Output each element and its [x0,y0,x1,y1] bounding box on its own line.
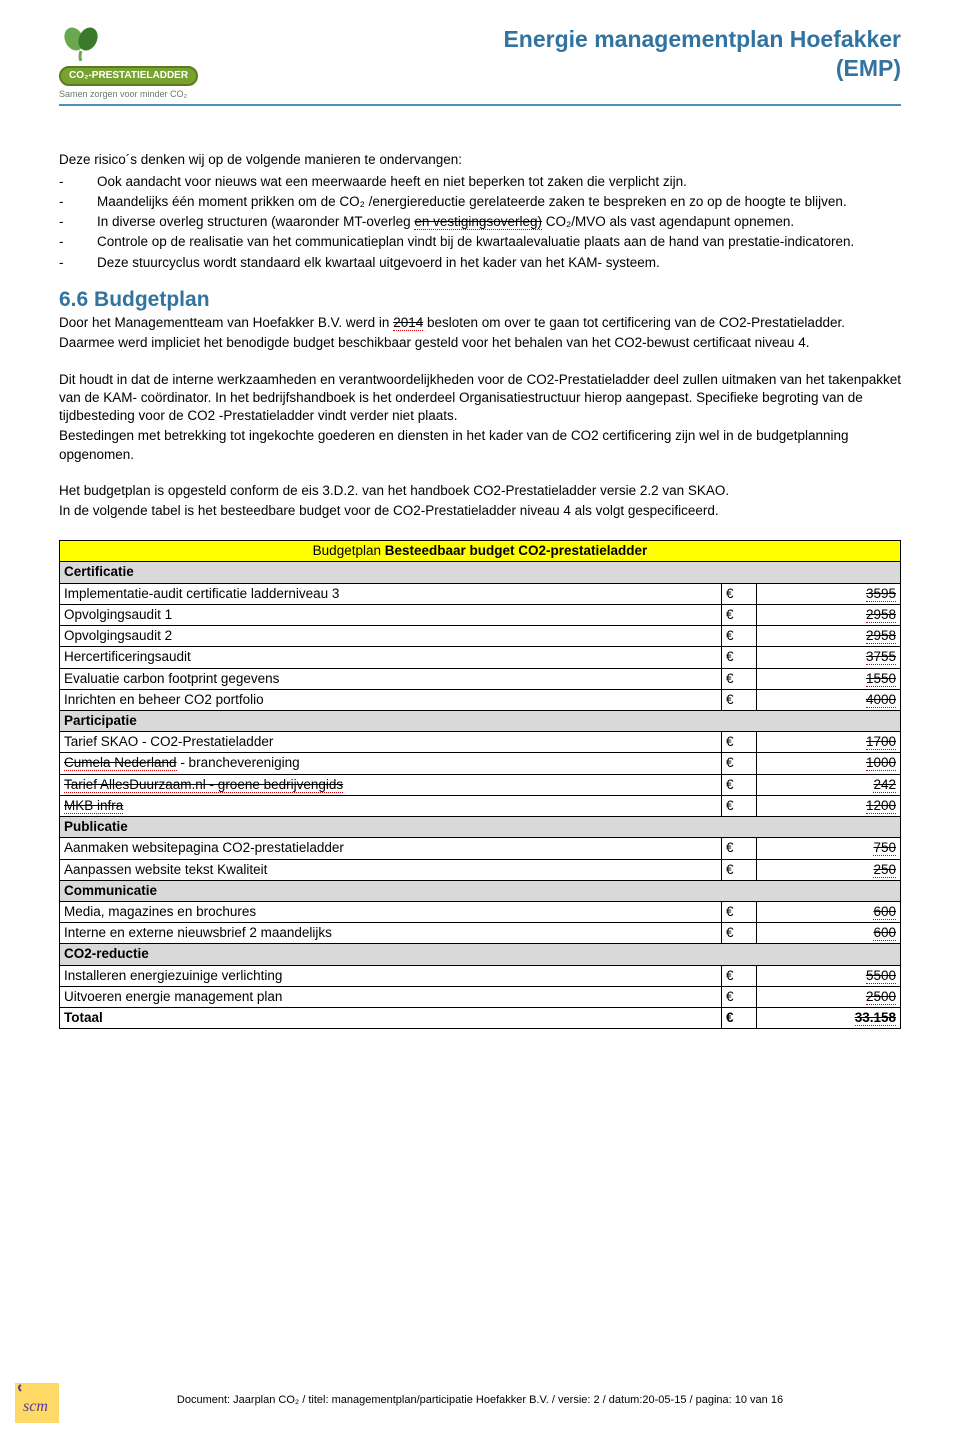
page-header: CO₂-PRESTATIELADDER Samen zorgen voor mi… [59,25,901,106]
footer-icon: scm [15,1383,59,1426]
bullet-list: -Ook aandacht voor nieuws wat een meerwa… [59,173,901,272]
document-title: Energie managementplan Hoefakker (EMP) [503,25,901,83]
section-heading: 6.6 Budgetplan [59,286,901,314]
bullet-item: -Maandelijks één moment prikken om de CO… [59,193,901,211]
leaf-icon [59,25,103,64]
budget-table: Budgetplan Besteedbaar budget CO2-presta… [59,540,901,1029]
bullet-item: -Controle op de realisatie van het commu… [59,233,901,251]
bullet-item: -In diverse overleg structuren (waaronde… [59,213,901,231]
page-footer: Document: Jaarplan CO₂ / titel: manageme… [59,1394,901,1406]
logo-tagline: Samen zorgen voor minder CO₂ [59,89,198,100]
para-2: Daarmee werd impliciet het benodigde bud… [59,334,901,352]
para-1: Door het Managementteam van Hoefakker B.… [59,314,901,332]
body-content: Deze risico´s denken wij op de volgende … [59,151,901,1030]
logo-block: CO₂-PRESTATIELADDER Samen zorgen voor mi… [59,25,198,100]
logo-badge: CO₂-PRESTATIELADDER [59,66,198,86]
svg-text:scm: scm [23,1398,48,1415]
para-3: Dit houdt in dat de interne werkzaamhede… [59,371,901,426]
bullet-item: -Deze stuurcyclus wordt standaard elk kw… [59,254,901,272]
intro-text: Deze risico´s denken wij op de volgende … [59,151,901,169]
para-6: In de volgende tabel is het besteedbare … [59,502,901,520]
para-5: Het budgetplan is opgesteld conform de e… [59,482,901,500]
bullet-item: -Ook aandacht voor nieuws wat een meerwa… [59,173,901,191]
para-4: Bestedingen met betrekking tot ingekocht… [59,427,901,463]
